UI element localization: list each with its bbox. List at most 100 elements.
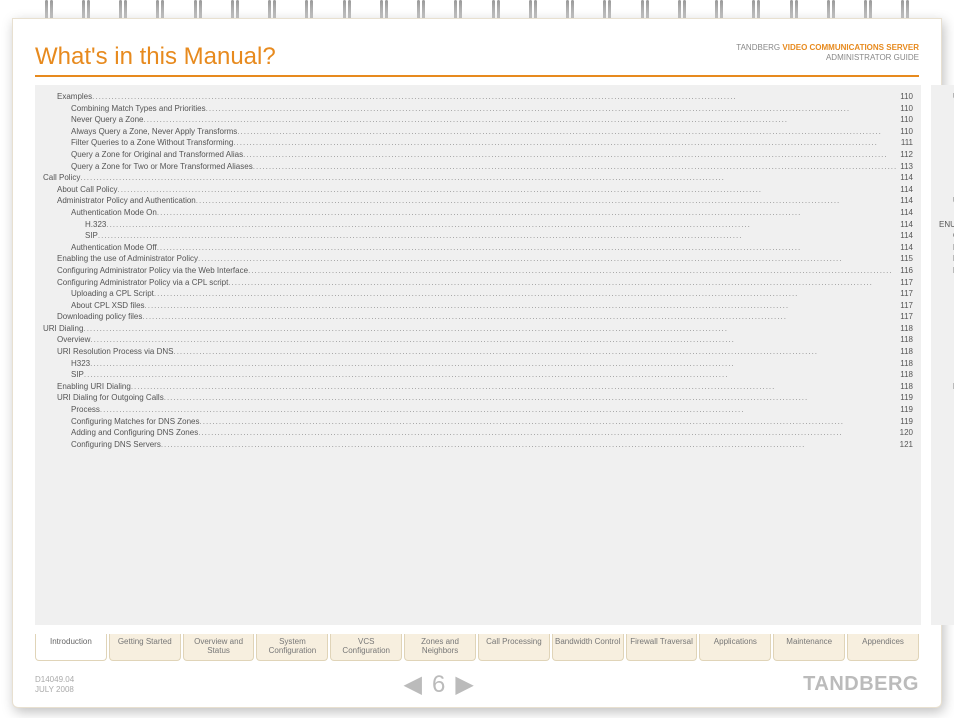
toc-entry[interactable]: Recommended Configuration...............… — [939, 207, 954, 219]
toc-entry[interactable]: Query a Zone for Original and Transforme… — [43, 149, 913, 161]
toc-entry[interactable]: Uploading a CPL Script..................… — [43, 288, 913, 300]
toc-dots: ........................................… — [200, 416, 898, 428]
toc-entry[interactable]: Process.................................… — [43, 404, 913, 416]
toc-entry-title: Filter Queries to a Zone Without Transfo… — [71, 137, 233, 149]
toc-entry[interactable]: Enabling ENUM Dialing...................… — [939, 253, 954, 265]
toc-entry[interactable]: Administrator Policy and Authentication.… — [43, 195, 913, 207]
tab-zones-and-neighbors[interactable]: Zones and Neighbors — [404, 634, 476, 661]
toc-entry[interactable]: Configuring Matches for ENUM Zones......… — [939, 311, 954, 323]
toc-entry[interactable]: Configuring Administrator Policy via a C… — [43, 277, 913, 289]
toc-dots: ........................................… — [243, 149, 897, 161]
tab-appendices[interactable]: Appendices — [847, 634, 919, 661]
toc-entry[interactable]: URI Dialing.............................… — [43, 323, 913, 335]
toc-entry[interactable]: URI Dialing for Outgoing Calls..........… — [43, 392, 913, 404]
footer: D14049.04 JULY 2008 ◀ 6 ▶ TANDBERG — [35, 670, 919, 699]
toc-entry[interactable]: Always Query a Zone, Never Apply Transfo… — [43, 126, 913, 138]
toc-entry[interactable]: Overview................................… — [43, 334, 913, 346]
prev-arrow-icon[interactable]: ◀ — [404, 670, 422, 699]
tab-vcs-configuration[interactable]: VCS Configuration — [330, 634, 402, 661]
tab-introduction[interactable]: Introduction — [35, 634, 107, 661]
toc-entry[interactable]: Configuring ENUM Zones..................… — [939, 358, 954, 370]
toc-entry[interactable]: Example.................................… — [939, 346, 954, 358]
doc-number: D14049.04 — [35, 675, 74, 685]
toc-dots: ........................................… — [142, 311, 897, 323]
toc-entry-title: Downloading policy files — [57, 311, 142, 323]
toc-entry[interactable]: ENUM Dialing............................… — [939, 219, 954, 231]
toc-dots: ........................................… — [106, 219, 897, 231]
toc-entry[interactable]: Example.................................… — [939, 323, 954, 335]
toc-entry[interactable]: Authentication Mode On..................… — [43, 207, 913, 219]
toc-entry[interactable]: Overview................................… — [939, 230, 954, 242]
toc-entry[interactable]: Configuring DNS Servers.................… — [43, 439, 913, 451]
toc-entry[interactable]: Configuring SIP SRV Records.............… — [939, 172, 954, 184]
toc-entry[interactable]: Enabling the use of Administrator Policy… — [43, 253, 913, 265]
tab-call-processing[interactable]: Call Processing — [478, 634, 550, 661]
toc-entry[interactable]: About CPL XSD files.....................… — [43, 300, 913, 312]
toc-entry[interactable]: Location SRV Records....................… — [939, 149, 954, 161]
toc-dots: ........................................… — [98, 230, 897, 242]
tab-applications[interactable]: Applications — [699, 634, 771, 661]
toc-entry[interactable]: H323....................................… — [43, 358, 913, 370]
toc-entry[interactable]: Combining Match Types and Priorities....… — [43, 103, 913, 115]
toc-entry[interactable]: Configuring H.323 SRV Records...........… — [939, 137, 954, 149]
toc-entry[interactable]: Example DNS Record Configuration........… — [939, 184, 954, 196]
toc-entry[interactable]: Downloading policy files................… — [43, 311, 913, 323]
toc-entry[interactable]: Examples................................… — [43, 91, 913, 103]
toc-entry[interactable]: Prerequisites...........................… — [939, 392, 954, 404]
tab-firewall-traversal[interactable]: Firewall Traversal — [626, 634, 698, 661]
toc-entry[interactable]: Configuring Matches for DNS Zones.......… — [43, 416, 913, 428]
tab-getting-started[interactable]: Getting Started — [109, 634, 181, 661]
toc-entry[interactable]: Configuring DNS NAPTR Records...........… — [939, 416, 954, 428]
tab-bandwidth-control[interactable]: Bandwidth Control — [552, 634, 624, 661]
footer-brand: TANDBERG — [803, 673, 919, 696]
toc-col-1: Examples................................… — [35, 85, 921, 625]
toc-entry[interactable]: Authentication Mode Off.................… — [43, 242, 913, 254]
tab-maintenance[interactable]: Maintenance — [773, 634, 845, 661]
toc-entry[interactable]: About DNS Domains for ENUM..............… — [939, 404, 954, 416]
toc-entry[interactable]: SRV Record Format.......................… — [939, 126, 954, 138]
tab-overview-and-status[interactable]: Overview and Status — [183, 634, 255, 661]
toc-entry[interactable]: Process.................................… — [939, 288, 954, 300]
toc-entry[interactable]: SIP.....................................… — [43, 369, 913, 381]
brand-gray: TANDBERG — [736, 43, 780, 52]
toc-dots: ........................................… — [90, 358, 897, 370]
tab-system-configuration[interactable]: System Configuration — [256, 634, 328, 661]
toc-entry[interactable]: Configuring Transforms for ENUM Zones...… — [939, 334, 954, 346]
toc-entry[interactable]: Process.................................… — [939, 114, 954, 126]
toc-entry[interactable]: About Call Policy.......................… — [43, 184, 913, 196]
toc-entry-page: 114 — [897, 242, 913, 254]
toc-entry[interactable]: ENUM Dialing for Outgoing Calls.........… — [939, 265, 954, 277]
toc-entry-title: H323 — [71, 358, 90, 370]
toc-entry[interactable]: Query a Zone for Two or More Transformed… — [43, 161, 913, 173]
toc-entry[interactable]: Never Query a Zone......................… — [43, 114, 913, 126]
next-arrow-icon[interactable]: ▶ — [455, 670, 473, 699]
toc-entry[interactable]: Example.................................… — [939, 427, 954, 439]
toc-entry-page: 118 — [897, 334, 913, 346]
toc-entry[interactable]: H.323...................................… — [43, 219, 913, 231]
toc-entry[interactable]: Types of DNS Records Required...........… — [939, 103, 954, 115]
toc-entry-title: SIP — [85, 230, 98, 242]
toc-entry[interactable]: Call Policy.............................… — [43, 172, 913, 184]
toc-entry-title: H.323 — [85, 219, 106, 231]
toc-entry[interactable]: Call SRV Records........................… — [939, 161, 954, 173]
toc-entry[interactable]: ENUM Dialing for Incoming Calls.........… — [939, 381, 954, 393]
toc-entry[interactable]: SIP.....................................… — [43, 230, 913, 242]
toc-columns: Examples................................… — [35, 85, 919, 625]
toc-entry[interactable]: Enabling URI Dialing....................… — [43, 381, 913, 393]
toc-entry[interactable]: URI Dialing for Incoming Calls..........… — [939, 91, 954, 103]
toc-dots: ........................................… — [198, 427, 896, 439]
toc-entry-page: 111 — [898, 137, 913, 149]
toc-entry[interactable]: Filter Queries to a Zone Without Transfo… — [43, 137, 913, 149]
toc-entry[interactable]: URI Resolution Process via DNS..........… — [43, 346, 913, 358]
toc-entry[interactable]: Process.................................… — [939, 242, 954, 254]
toc-entry-page: 116 — [897, 265, 913, 277]
toc-entry[interactable]: Adding and Configuring DNS Zones........… — [43, 427, 913, 439]
toc-entry[interactable]: Configuring Administrator Policy via the… — [43, 265, 913, 277]
toc-entry[interactable]: URI Dialing and Firewall Traversal......… — [939, 195, 954, 207]
toc-entry[interactable]: Configuring DNS Servers.................… — [939, 369, 954, 381]
toc-entry-page: 110 — [897, 114, 913, 126]
toc-entry[interactable]: Example.................................… — [939, 300, 954, 312]
toc-entry[interactable]: Prerequisites...........................… — [939, 277, 954, 289]
toc-dots: ........................................… — [164, 392, 898, 404]
header: What's in this Manual? TANDBERG VIDEO CO… — [35, 43, 919, 71]
